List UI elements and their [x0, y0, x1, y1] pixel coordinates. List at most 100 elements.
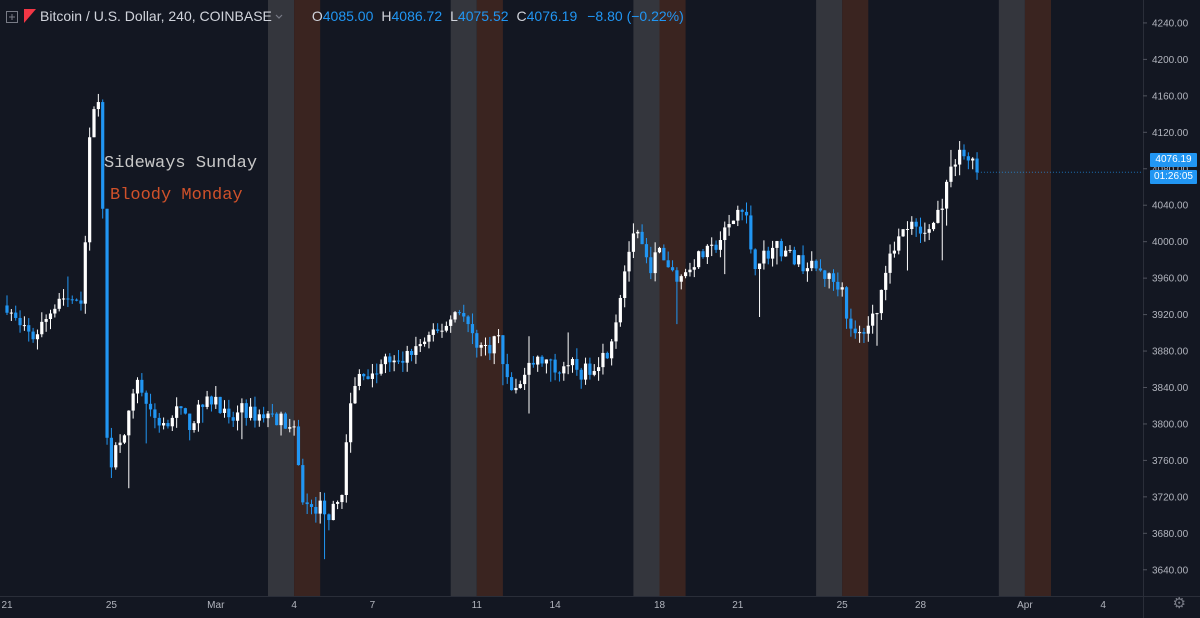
candle-body [649, 257, 653, 274]
candle-body [714, 244, 718, 250]
symbol-title[interactable]: Bitcoin / U.S. Dollar, 240, COINBASE [40, 8, 272, 24]
monday-band-2 [659, 0, 686, 596]
candle-body [423, 341, 427, 345]
candle-body [666, 260, 670, 268]
candle-body [362, 373, 366, 377]
price-tick-label: 4160.00 [1152, 91, 1189, 102]
candle-body [536, 356, 540, 365]
price-tick-label: 3640.00 [1152, 565, 1189, 576]
candle-body [35, 334, 40, 340]
candle-body [92, 109, 96, 138]
candle-body [192, 423, 196, 431]
price-tick-label: 3800.00 [1152, 419, 1189, 430]
candle-body [566, 365, 570, 367]
candle-body [853, 328, 857, 334]
candle-body [383, 356, 388, 365]
candle-body [309, 504, 314, 507]
candle-body [366, 376, 370, 379]
candle-body [88, 137, 92, 243]
expand-icon[interactable] [6, 10, 18, 23]
candle-body [523, 374, 527, 385]
time-axis: 21 25 Mar 4 7 11 14 18 21 25 28 Apr 4 [0, 596, 1200, 611]
candle-body [949, 166, 953, 182]
candle-body [731, 220, 736, 225]
candle-body [579, 369, 583, 380]
bloody-monday-annotation: Bloody Monday [110, 186, 243, 205]
candle-body [301, 465, 305, 503]
candle-body [779, 241, 783, 257]
candle-body [897, 236, 901, 251]
candle-body [527, 362, 531, 375]
candle-body [670, 267, 675, 271]
monday-band-1 [476, 0, 503, 596]
candle-body [357, 373, 361, 386]
candle-body [157, 417, 161, 426]
open-label: O [311, 8, 323, 24]
candle-body [879, 289, 883, 314]
price-tick-label: 3760.00 [1152, 456, 1189, 467]
candle-body [614, 322, 618, 342]
candle-body [723, 227, 727, 241]
candle-body [114, 445, 118, 468]
candle-body [344, 442, 348, 495]
candle-body [240, 403, 244, 413]
candle-body [697, 251, 701, 268]
candle-body [122, 435, 127, 443]
candle-body [818, 268, 823, 271]
candle-body [375, 373, 379, 375]
candle-body [644, 244, 649, 258]
price-tick-label: 4000.00 [1152, 237, 1189, 248]
time-tick-label: 25 [837, 600, 849, 611]
chevron-down-icon[interactable] [274, 8, 284, 24]
candle-body [153, 409, 157, 418]
candle-body [218, 396, 222, 413]
candle-body [314, 506, 318, 514]
candle-body [766, 250, 770, 259]
price-tick-label: 3880.00 [1152, 347, 1189, 358]
candle-body [975, 158, 979, 173]
candle-body [736, 209, 740, 221]
candle-body [936, 209, 940, 223]
candle-body [135, 379, 140, 394]
candle-body [5, 305, 9, 313]
high-value: 4086.72 [391, 8, 443, 24]
price-tick-label: 3960.00 [1152, 274, 1189, 285]
price-tick-label: 4240.00 [1152, 18, 1189, 29]
price-tick-label: 4040.00 [1152, 201, 1189, 212]
time-tick-label: 21 [1, 600, 13, 611]
candle-body [18, 317, 22, 326]
time-tick-label: Mar [207, 600, 225, 611]
bitcoin-logo-icon [24, 9, 36, 23]
candle-body [905, 229, 910, 231]
gear-icon[interactable]: ⚙ [1172, 595, 1186, 612]
candle-body [862, 332, 866, 334]
candle-body [201, 404, 205, 407]
candle-body [61, 298, 66, 300]
candle-body [127, 410, 131, 436]
candle-body [531, 362, 535, 365]
candle-body [249, 406, 253, 418]
candle-body [166, 423, 170, 427]
candle-body [379, 364, 383, 374]
time-tick-label: 11 [472, 600, 483, 611]
candle-body [892, 250, 896, 254]
candle-body [966, 156, 970, 161]
candle-body [327, 514, 331, 521]
candle-body [823, 270, 827, 279]
candle-body [436, 329, 440, 331]
candle-body [640, 231, 644, 245]
candle-body [744, 211, 749, 216]
candle-body [462, 313, 466, 317]
candle-body [784, 250, 788, 257]
candle-body [96, 102, 100, 110]
close-label: C [516, 8, 527, 24]
monday-band-4 [1024, 0, 1051, 596]
candle-body [131, 393, 135, 411]
candle-body [179, 406, 183, 409]
price-tick-label: 3680.00 [1152, 529, 1189, 540]
candle-body [888, 253, 892, 273]
candle-body [971, 158, 975, 161]
candle-body [810, 260, 814, 269]
candle-body [875, 313, 879, 315]
